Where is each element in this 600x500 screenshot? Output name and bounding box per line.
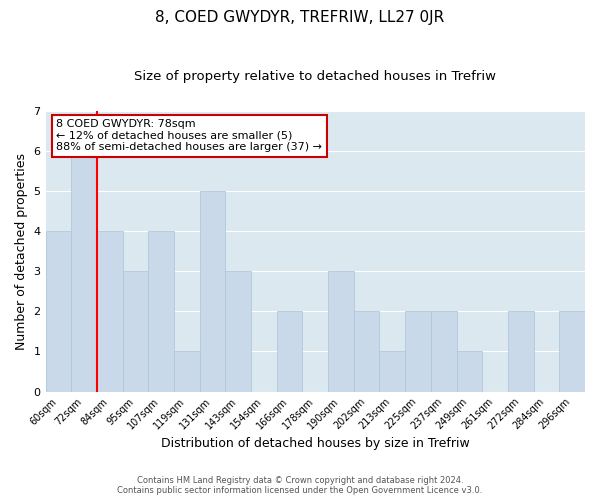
Bar — [174, 352, 200, 392]
Bar — [431, 312, 457, 392]
Bar — [405, 312, 431, 392]
Bar — [71, 150, 97, 392]
Bar — [226, 271, 251, 392]
Text: Contains HM Land Registry data © Crown copyright and database right 2024.
Contai: Contains HM Land Registry data © Crown c… — [118, 476, 482, 495]
Bar — [508, 312, 533, 392]
Bar — [457, 352, 482, 392]
X-axis label: Distribution of detached houses by size in Trefriw: Distribution of detached houses by size … — [161, 437, 470, 450]
Bar — [328, 271, 354, 392]
Bar — [354, 312, 379, 392]
Bar — [122, 271, 148, 392]
Bar — [277, 312, 302, 392]
Text: 8 COED GWYDYR: 78sqm
← 12% of detached houses are smaller (5)
88% of semi-detach: 8 COED GWYDYR: 78sqm ← 12% of detached h… — [56, 119, 322, 152]
Y-axis label: Number of detached properties: Number of detached properties — [15, 152, 28, 350]
Bar — [46, 231, 71, 392]
Bar — [379, 352, 405, 392]
Bar — [97, 231, 122, 392]
Bar — [148, 231, 174, 392]
Bar — [200, 191, 226, 392]
Bar — [559, 312, 585, 392]
Title: Size of property relative to detached houses in Trefriw: Size of property relative to detached ho… — [134, 70, 496, 83]
Text: 8, COED GWYDYR, TREFRIW, LL27 0JR: 8, COED GWYDYR, TREFRIW, LL27 0JR — [155, 10, 445, 25]
